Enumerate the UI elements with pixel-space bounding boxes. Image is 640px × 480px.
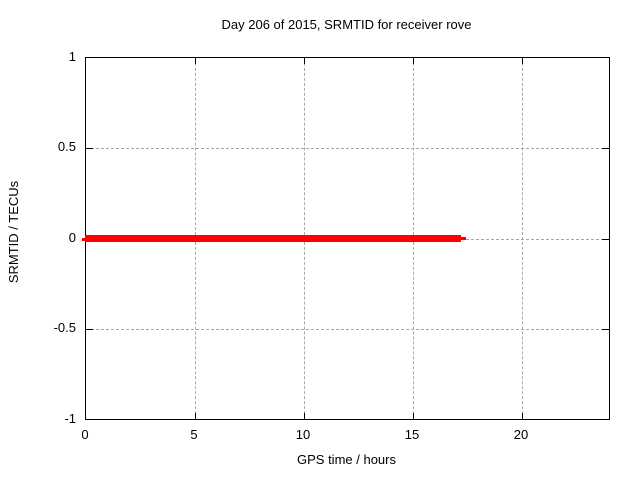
x-tick-top-20: [522, 58, 523, 64]
plot-area: [82, 57, 610, 420]
x-tick-label-5: 5: [190, 427, 198, 442]
y-tick-left-m0p5: [86, 329, 93, 330]
gridline-y0p5: [86, 148, 609, 149]
y-tick-right-0: [602, 239, 609, 240]
y-tick-label-0: 0: [68, 230, 76, 245]
series-srmtid-line: [85, 235, 461, 242]
x-tick-label-15: 15: [404, 427, 420, 442]
series-srmtid-last-point: [461, 237, 466, 240]
x-tick-bottom-5: [195, 413, 196, 419]
x-tick-label-20: 20: [513, 427, 529, 442]
series-srmtid-left-cap: [82, 238, 87, 241]
x-tick-label-10: 10: [295, 427, 311, 442]
x-tick-top-5: [195, 58, 196, 64]
y-tick-label-0p5: 0.5: [57, 139, 76, 154]
x-axis-label: GPS time / hours: [297, 452, 396, 467]
y-tick-left-0p5: [86, 148, 93, 149]
gridline-ym0p5: [86, 329, 609, 330]
y-tick-label-m1: -1: [64, 411, 76, 426]
y-tick-label-1: 1: [68, 49, 76, 64]
y-tick-label-m0p5: -0.5: [53, 320, 76, 335]
x-tick-bottom-15: [413, 413, 414, 419]
gridline-x20: [522, 58, 523, 419]
x-tick-label-0: 0: [81, 427, 89, 442]
x-tick-top-10: [304, 58, 305, 64]
x-tick-bottom-10: [304, 413, 305, 419]
y-tick-right-0p5: [602, 148, 609, 149]
chart-title: Day 206 of 2015, SRMTID for receiver rov…: [221, 17, 472, 32]
x-tick-bottom-20: [522, 413, 523, 419]
x-tick-top-15: [413, 58, 414, 64]
y-tick-right-m0p5: [602, 329, 609, 330]
